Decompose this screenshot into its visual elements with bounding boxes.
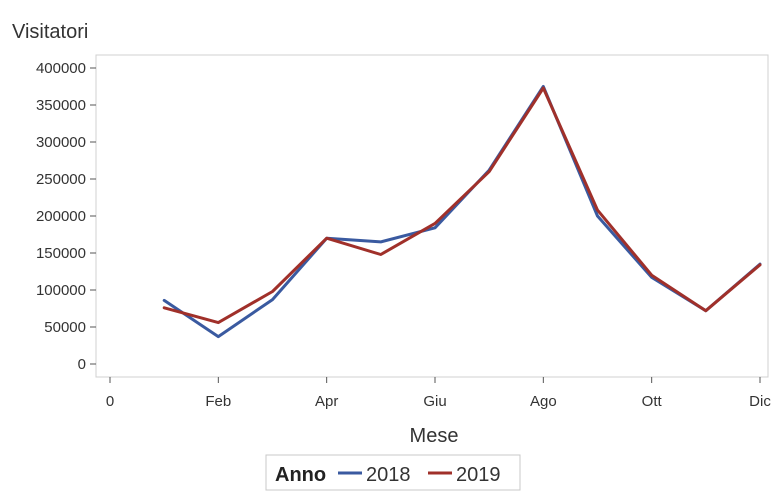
x-tick-label: Giu bbox=[423, 393, 446, 410]
series-layer bbox=[162, 85, 762, 339]
x-tick-label: Feb bbox=[205, 393, 231, 410]
y-axis: 0 50000 100000 150000 200000 250000 300000 3500… bbox=[36, 60, 96, 373]
y-tick-label: 250000 bbox=[36, 171, 86, 188]
legend: Anno 2018 2019 bbox=[265, 454, 521, 491]
legend-items: 2018 2019 bbox=[338, 464, 501, 486]
x-tick-label: 0 bbox=[106, 393, 114, 410]
y-tick-label: 50000 bbox=[44, 319, 86, 336]
x-tick-label: Apr bbox=[315, 393, 338, 410]
legend-label-2018: 2018 bbox=[366, 464, 411, 486]
y-tick-label: 100000 bbox=[36, 282, 86, 299]
x-tick-label: Dic bbox=[749, 393, 771, 410]
legend-box bbox=[265, 454, 521, 491]
y-tick-label: 350000 bbox=[36, 97, 86, 114]
y-tick-label: 0 bbox=[78, 356, 86, 373]
series-line-2019 bbox=[162, 86, 762, 325]
x-tick-label: Ott bbox=[642, 393, 663, 410]
x-axis: 0 Feb Apr Giu Ago Ott Dic bbox=[106, 377, 771, 410]
y-tick-label: 400000 bbox=[36, 60, 86, 77]
y-axis-title: Visitatori bbox=[12, 21, 88, 43]
plot-area bbox=[95, 54, 769, 378]
y-tick-label: 300000 bbox=[36, 134, 86, 151]
legend-label-2019: 2019 bbox=[456, 464, 501, 486]
legend-title: Anno bbox=[275, 464, 326, 486]
x-axis-title: Mese bbox=[410, 425, 459, 447]
y-tick-label: 150000 bbox=[36, 245, 86, 262]
x-tick-label: Ago bbox=[530, 393, 557, 410]
y-tick-label: 200000 bbox=[36, 208, 86, 225]
